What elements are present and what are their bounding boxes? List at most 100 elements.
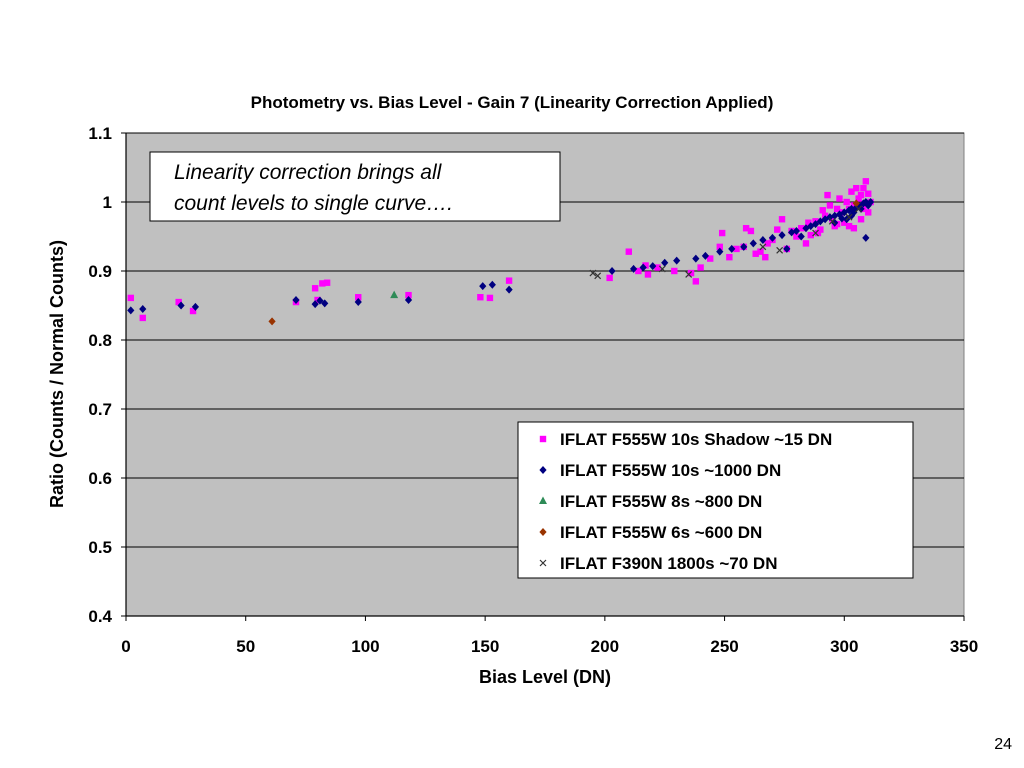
data-point bbox=[594, 272, 602, 280]
data-point bbox=[764, 240, 771, 247]
data-point bbox=[812, 229, 819, 237]
y-tick-labels: 0.4 0.5 0.6 0.7 0.8 0.9 1 1.1 bbox=[88, 124, 112, 626]
data-point bbox=[774, 226, 781, 233]
data-point bbox=[862, 233, 870, 242]
data-point bbox=[855, 205, 863, 213]
y-axis-title: Ratio (Counts / Normal Counts) bbox=[47, 240, 67, 508]
axes bbox=[125, 133, 964, 617]
data-point bbox=[833, 205, 841, 213]
legend-label: IFLAT F555W 6s ~600 DN bbox=[560, 523, 762, 542]
data-point bbox=[707, 255, 714, 262]
legend-items: IFLAT F555W 10s Shadow ~15 DN IFLAT F555W… bbox=[539, 430, 832, 573]
data-point bbox=[797, 232, 805, 241]
data-point bbox=[629, 264, 638, 273]
data-point bbox=[848, 188, 855, 195]
chart-title: Photometry vs. Bias Level - Gain 7 (Line… bbox=[251, 93, 774, 112]
data-point bbox=[747, 227, 755, 235]
data-point bbox=[701, 251, 710, 260]
data-point bbox=[127, 306, 135, 315]
data-point bbox=[807, 222, 815, 231]
legend-marker bbox=[539, 435, 547, 443]
legend-label: IFLAT F390N 1800s ~70 DN bbox=[560, 554, 777, 573]
data-point bbox=[671, 267, 678, 275]
data-point bbox=[807, 231, 814, 239]
data-point bbox=[405, 291, 412, 299]
data-point bbox=[692, 254, 700, 263]
data-point bbox=[486, 294, 494, 302]
data-point bbox=[855, 195, 862, 202]
annotation-box: Linearity correction brings all count le… bbox=[149, 151, 561, 222]
x-tick-label: 350 bbox=[950, 637, 978, 656]
data-point bbox=[697, 264, 704, 271]
data-point bbox=[661, 258, 669, 267]
data-point bbox=[797, 225, 805, 232]
data-point bbox=[733, 245, 740, 253]
data-point bbox=[865, 209, 872, 216]
data-point bbox=[845, 222, 853, 230]
data-point bbox=[762, 254, 769, 261]
data-point bbox=[355, 294, 362, 301]
data-point bbox=[792, 226, 800, 235]
data-point bbox=[390, 290, 399, 299]
data-point bbox=[826, 202, 834, 209]
x-tick-labels: 0 50 100 150 200 250 300 350 bbox=[121, 616, 978, 656]
legend-marker bbox=[539, 559, 547, 567]
y-tick-label: 0.9 bbox=[88, 262, 112, 281]
data-point bbox=[654, 264, 661, 271]
data-point bbox=[692, 278, 700, 285]
series-3 bbox=[390, 290, 399, 299]
data-point bbox=[759, 243, 767, 251]
legend-label: IFLAT F555W 8s ~800 DN bbox=[560, 492, 762, 511]
data-point bbox=[175, 298, 182, 306]
data-point bbox=[828, 217, 836, 225]
data-point bbox=[311, 285, 319, 292]
data-point bbox=[867, 198, 875, 206]
data-point bbox=[778, 231, 786, 240]
data-point bbox=[838, 214, 846, 223]
data-point bbox=[606, 274, 613, 282]
data-point bbox=[321, 299, 329, 308]
data-points bbox=[127, 178, 875, 326]
x-tick-label: 200 bbox=[591, 637, 619, 656]
data-point bbox=[658, 265, 666, 273]
data-point bbox=[865, 190, 872, 197]
data-point bbox=[311, 300, 319, 309]
x-tick-label: 100 bbox=[351, 637, 379, 656]
data-point bbox=[139, 304, 147, 313]
data-point bbox=[742, 225, 750, 232]
x-tick-label: 300 bbox=[830, 637, 858, 656]
data-point bbox=[728, 244, 736, 253]
data-point bbox=[404, 295, 413, 304]
data-point bbox=[505, 285, 513, 294]
series-4 bbox=[268, 199, 860, 326]
y-tick-label: 0.5 bbox=[88, 538, 112, 557]
data-point bbox=[127, 294, 134, 302]
x-tick-label: 250 bbox=[710, 637, 738, 656]
data-point bbox=[319, 280, 326, 287]
data-point bbox=[814, 229, 822, 237]
data-point bbox=[829, 216, 836, 223]
page-number: 24 bbox=[994, 736, 1012, 753]
annotation-background bbox=[149, 151, 561, 222]
legend-marker bbox=[539, 496, 547, 504]
data-point bbox=[354, 298, 362, 307]
data-point bbox=[817, 226, 824, 233]
data-point bbox=[857, 216, 865, 223]
data-point bbox=[811, 220, 820, 229]
data-point bbox=[740, 242, 748, 251]
data-point bbox=[840, 208, 848, 217]
data-point bbox=[644, 271, 652, 278]
series-5 bbox=[589, 205, 863, 280]
data-point bbox=[759, 235, 767, 244]
data-point bbox=[673, 256, 681, 265]
data-point bbox=[323, 279, 331, 286]
data-point bbox=[841, 219, 848, 226]
data-point bbox=[857, 204, 865, 213]
data-point bbox=[805, 219, 812, 226]
data-point bbox=[836, 195, 843, 202]
data-point bbox=[852, 199, 860, 208]
data-point bbox=[268, 317, 276, 326]
x-tick-label: 50 bbox=[236, 637, 255, 656]
data-point bbox=[685, 271, 693, 278]
